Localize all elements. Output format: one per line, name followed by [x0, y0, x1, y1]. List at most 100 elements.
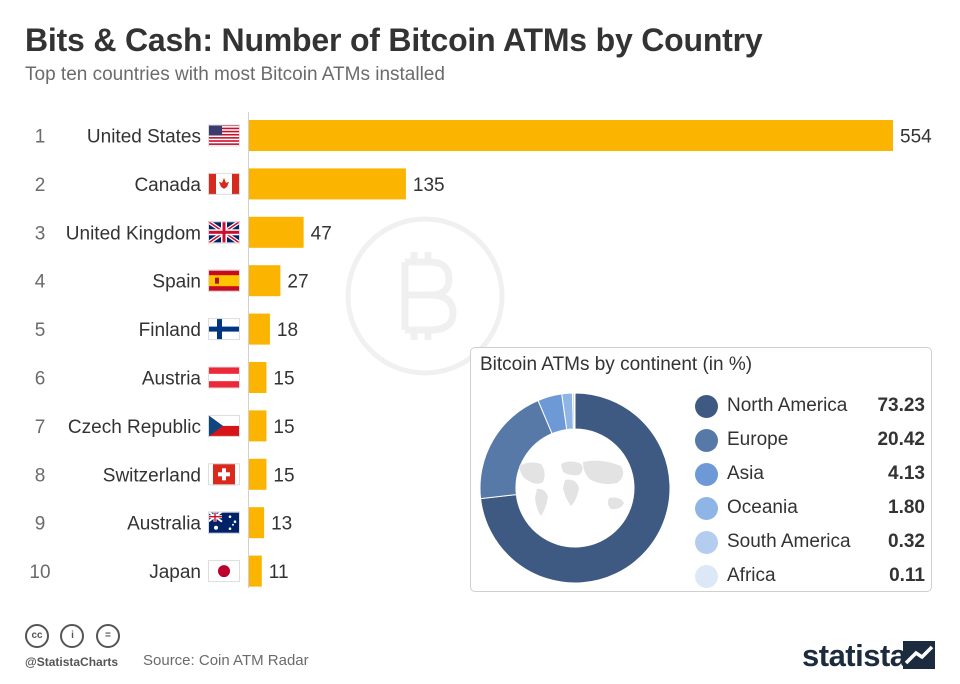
legend-label: South America	[727, 531, 851, 552]
bar	[249, 458, 267, 490]
country-label: Japan	[149, 562, 201, 583]
bitcoin-logo-icon	[345, 216, 505, 376]
chart-subtitle: Top ten countries with most Bitcoin ATMs…	[25, 64, 445, 85]
bar-row: 4 Spain 27	[35, 265, 309, 297]
czech-flag-icon	[208, 414, 240, 437]
statista-logo: statista	[802, 638, 907, 673]
bar-row: 1 United States 554	[35, 120, 932, 151]
creative-commons-icon: cc	[25, 624, 49, 648]
value-label: 15	[273, 417, 294, 438]
value-label: 11	[269, 562, 289, 583]
bar	[249, 362, 267, 393]
bar-row: 3 United Kingdom 47	[35, 216, 332, 248]
no-derivatives-icon: =	[95, 624, 120, 648]
rank-label: 10	[29, 562, 50, 583]
legend-label: North America	[727, 395, 848, 416]
bar-row: 2 Canada 135	[35, 168, 445, 200]
canada-flag-icon	[208, 172, 240, 195]
legend-value: 20.42	[877, 429, 925, 450]
legend-item: Oceania 1.80	[695, 492, 925, 526]
value-label: 554	[900, 127, 932, 148]
legend-label: Asia	[727, 463, 764, 484]
legend-value: 0.32	[888, 531, 925, 552]
country-label: Canada	[134, 175, 201, 196]
country-label: Finland	[139, 320, 201, 341]
japan-flag-icon	[208, 560, 240, 583]
legend-label: Europe	[727, 429, 789, 450]
social-handle: @StatistaCharts	[25, 655, 119, 669]
legend-swatch	[695, 463, 718, 486]
inset-title: Bitcoin ATMs by continent (in %)	[480, 354, 753, 375]
country-label: United Kingdom	[66, 223, 201, 244]
statista-logo-mark-icon	[903, 641, 935, 669]
bar	[249, 216, 304, 248]
bar	[249, 410, 267, 442]
bar	[249, 507, 265, 539]
finland-flag-icon	[208, 318, 240, 341]
legend-value: 4.13	[888, 463, 925, 484]
rank-label: 3	[35, 223, 46, 244]
legend-label: Oceania	[727, 497, 798, 518]
legend-value: 73.23	[877, 395, 925, 416]
value-label: 13	[271, 514, 292, 535]
legend-label: Africa	[727, 565, 776, 586]
bar-row: 10 Japan 11	[29, 555, 289, 587]
legend-item: North America 73.23	[695, 390, 925, 424]
legend-swatch	[695, 395, 718, 418]
donut-legend: North America 73.23 Europe 20.42 Asia 4.13 Oce…	[695, 390, 925, 594]
rank-label: 4	[35, 272, 46, 293]
rank-label: 6	[35, 369, 46, 390]
donut-slice	[480, 392, 671, 584]
legend-item: Africa 0.11	[695, 560, 925, 594]
source-note: Source: Coin ATM Radar	[143, 652, 309, 669]
legend-swatch	[695, 531, 718, 554]
australia-flag-icon	[208, 511, 240, 534]
chart-title: Bits & Cash: Number of Bitcoin ATMs by C…	[25, 22, 763, 58]
bar	[249, 555, 262, 587]
bar-row: 8 Switzerland 15	[35, 458, 295, 490]
value-label: 15	[273, 369, 294, 390]
bar	[249, 313, 270, 345]
donut-slice	[573, 392, 576, 430]
rank-label: 1	[35, 127, 46, 148]
world-map-icon	[519, 460, 624, 516]
bar-chart: 1 United States 554 2 Canada 135 3 United Kingd…	[29, 112, 932, 588]
bar-row: 9 Australia 13	[35, 507, 292, 539]
legend-item: Asia 4.13	[695, 458, 925, 492]
spain-flag-icon	[208, 269, 240, 292]
rank-label: 7	[35, 417, 46, 438]
license-icons: cc i =	[25, 624, 127, 648]
legend-swatch	[695, 497, 718, 520]
country-label: Austria	[142, 369, 202, 390]
attribution-icon: i	[60, 624, 85, 648]
continent-inset-panel: Bitcoin ATMs by continent (in %) North A…	[470, 347, 932, 592]
bar-row: 5 Finland 18	[35, 313, 298, 345]
value-label: 47	[311, 223, 332, 244]
bar-row: 7 Czech Republic 15	[35, 410, 295, 442]
rank-label: 8	[35, 465, 46, 486]
switzerland-flag-icon	[208, 463, 240, 486]
legend-swatch	[695, 429, 718, 452]
country-label: Czech Republic	[68, 417, 201, 438]
uk-flag-icon	[208, 221, 240, 244]
rank-label: 9	[35, 514, 46, 535]
bar	[249, 168, 406, 200]
country-label: Spain	[152, 272, 201, 293]
value-label: 15	[273, 465, 294, 486]
legend-value: 1.80	[888, 497, 925, 518]
donut-slice	[479, 399, 553, 500]
legend-item: South America 0.32	[695, 526, 925, 560]
legend-item: Europe 20.42	[695, 424, 925, 458]
bar-row: 6 Austria 15	[35, 362, 295, 393]
austria-flag-icon	[208, 366, 240, 389]
us-flag-icon	[208, 124, 240, 147]
country-label: Australia	[127, 514, 201, 535]
value-label: 135	[413, 175, 445, 196]
rank-label: 2	[35, 175, 46, 196]
country-label: Switzerland	[103, 465, 201, 486]
value-label: 18	[277, 320, 298, 341]
value-label: 27	[287, 272, 308, 293]
legend-value: 0.11	[889, 565, 925, 586]
bar	[249, 120, 893, 151]
legend-swatch	[695, 565, 718, 588]
